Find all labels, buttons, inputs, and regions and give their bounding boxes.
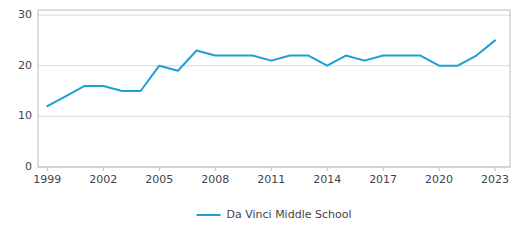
x-tick: [271, 167, 272, 171]
x-tick-label: 2008: [201, 173, 229, 186]
x-tick-label: 2014: [313, 173, 341, 186]
chart-container: 0 10 20 30 1999 2002 2005 2008 2011 2014 2017 2020 2…: [0, 0, 524, 229]
x-tick: [215, 167, 216, 171]
legend-swatch: [197, 214, 221, 216]
x-tick-label: 2023: [481, 173, 509, 186]
plot-frame: [38, 10, 510, 167]
chart-svg: 0 10 20 30 1999 2002 2005 2008 2011 2014 2017 2020 2…: [0, 0, 524, 229]
x-tick-label: 2017: [369, 173, 397, 186]
grid-line: [38, 116, 510, 117]
x-tick: [327, 167, 328, 171]
x-tick-label: 2005: [145, 173, 173, 186]
y-tick-label: 0: [25, 160, 32, 173]
grid: [38, 15, 510, 167]
x-tick: [495, 167, 496, 171]
legend-label: Da Vinci Middle School: [227, 208, 352, 221]
grid-line: [38, 15, 510, 16]
x-tick: [47, 167, 48, 171]
y-tick-label: 10: [18, 109, 32, 122]
legend-item: Da Vinci Middle School: [197, 208, 352, 221]
x-tick-label: 2020: [425, 173, 453, 186]
plot-area: [47, 40, 495, 106]
series-line: [47, 40, 495, 106]
x-tick: [439, 167, 440, 171]
x-tick-label: 2011: [257, 173, 285, 186]
x-tick: [103, 167, 104, 171]
legend: Da Vinci Middle School: [197, 208, 352, 221]
y-tick-label: 30: [18, 8, 32, 21]
x-tick: [159, 167, 160, 171]
x-tick-label: 1999: [33, 173, 61, 186]
x-tick-label: 2002: [89, 173, 117, 186]
y-tick-label: 20: [18, 59, 32, 72]
x-tick: [383, 167, 384, 171]
